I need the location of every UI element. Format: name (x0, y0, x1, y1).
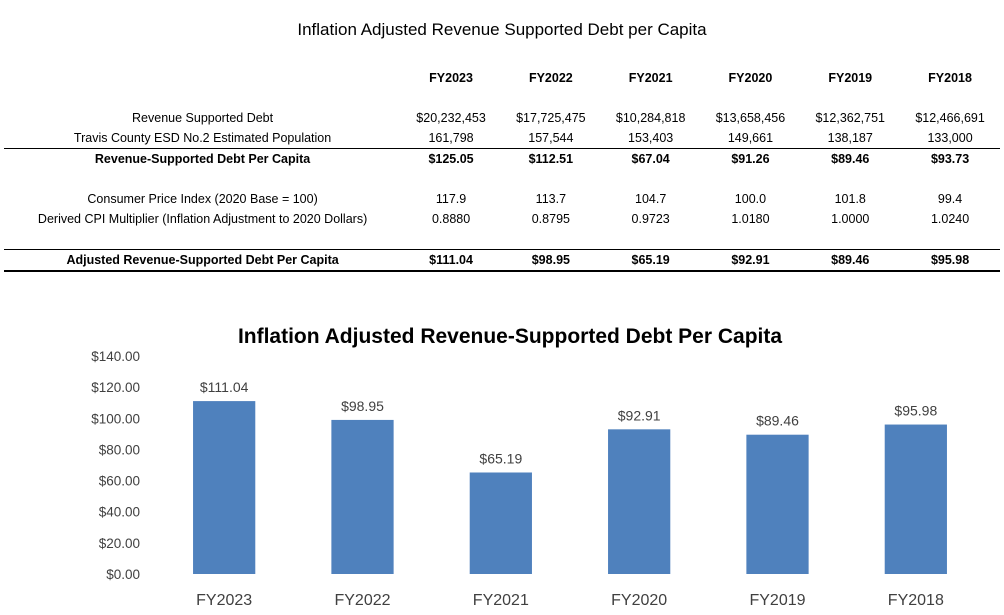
cell: $89.46 (800, 249, 901, 272)
cell: $10,284,818 (615, 111, 686, 125)
cell: $67.04 (631, 152, 670, 166)
cell: $65.19 (600, 249, 701, 272)
y-axis-labels: $0.00 $20.00 $40.00 $60.00 $80.00 $100.00 $120… (91, 349, 140, 582)
x-axis-labels: FY2023 FY2022 FY2021 FY2020 FY2019 FY2018 (196, 592, 944, 609)
cell: 101.8 (834, 192, 866, 206)
row-label: Derived CPI Multiplier (Inflation Adjust… (37, 212, 368, 226)
bars (193, 401, 947, 574)
cell: 1.0000 (831, 212, 870, 226)
table-row: Consumer Price Index (2020 Base = 100) 1… (4, 189, 1000, 209)
x-tick-label: FY2021 (473, 592, 529, 609)
cell: $17,725,475 (516, 111, 586, 125)
cell: 149,661 (700, 128, 801, 149)
cell: $20,232,453 (416, 111, 486, 125)
cell: $93.73 (930, 152, 970, 166)
data-label: $98.95 (341, 398, 384, 414)
cell: $125.05 (428, 152, 474, 166)
cell: $95.98 (900, 249, 1000, 272)
cell: 138,187 (800, 128, 901, 149)
bar (331, 419, 394, 574)
y-tick-label: $20.00 (99, 536, 140, 551)
cell: $13,658,456 (715, 111, 786, 125)
row-label: Revenue Supported Debt (132, 111, 274, 125)
x-tick-label: FY2022 (334, 592, 390, 609)
y-tick-label: $140.00 (91, 349, 140, 364)
data-table: FY2023 FY2022 FY2021 FY2020 FY2019 FY201… (4, 68, 1000, 272)
cell: $12,466,691 (915, 111, 985, 125)
row-label: Revenue-Supported Debt Per Capita (94, 152, 311, 166)
table-row: Revenue-Supported Debt Per Capita $125.0… (4, 149, 1000, 170)
column-header: FY2022 (528, 71, 573, 85)
table-header-row: FY2023 FY2022 FY2021 FY2020 FY2019 FY201… (4, 68, 1000, 88)
x-tick-label: FY2020 (611, 592, 667, 609)
row-label: Adjusted Revenue-Supported Debt Per Capi… (4, 249, 402, 272)
y-tick-label: $120.00 (91, 380, 140, 395)
cell: 133,000 (900, 128, 1000, 149)
data-label: $89.46 (756, 413, 799, 429)
column-header: FY2019 (828, 71, 873, 85)
cell: $12,362,751 (815, 111, 885, 125)
data-label: $65.19 (479, 450, 522, 466)
cell: $91.26 (731, 152, 770, 166)
spacer-row (4, 229, 1000, 250)
row-label: Travis County ESD No.2 Estimated Populat… (4, 128, 402, 149)
row-label: Consumer Price Index (2020 Base = 100) (87, 192, 318, 206)
table-row: Travis County ESD No.2 Estimated Populat… (4, 128, 1000, 149)
cell: 1.0180 (731, 212, 770, 226)
page-title: Inflation Adjusted Revenue Supported Deb… (297, 20, 707, 39)
bar (746, 434, 809, 574)
cell: 99.4 (937, 192, 963, 206)
column-header: FY2021 (628, 71, 673, 85)
bar (608, 429, 671, 574)
cell: 113.7 (535, 192, 567, 206)
bar (193, 401, 256, 574)
cell: 157,544 (500, 128, 601, 149)
cell: $112.51 (528, 152, 574, 166)
cell: 0.8795 (531, 212, 570, 226)
cell: 153,403 (600, 128, 701, 149)
cell: 100.0 (734, 192, 767, 206)
cell: 117.9 (435, 192, 467, 206)
data-label: $111.04 (200, 379, 249, 395)
table-row: Derived CPI Multiplier (Inflation Adjust… (4, 209, 1000, 229)
y-tick-label: $80.00 (99, 442, 140, 457)
x-tick-label: FY2023 (196, 592, 252, 609)
column-header: FY2023 (429, 71, 473, 85)
cell: $92.91 (700, 249, 801, 272)
table-row: Adjusted Revenue-Supported Debt Per Capi… (4, 249, 1000, 272)
y-tick-label: $0.00 (106, 567, 140, 582)
y-tick-label: $40.00 (99, 505, 140, 520)
y-tick-label: $60.00 (99, 474, 140, 489)
cell: 1.0240 (930, 212, 970, 226)
data-label: $95.98 (894, 403, 937, 419)
chart-title: Inflation Adjusted Revenue-Supported Deb… (238, 325, 782, 348)
cell: 161,798 (401, 128, 501, 149)
x-tick-label: FY2018 (888, 592, 944, 609)
x-tick-label: FY2019 (749, 592, 805, 609)
cell: 0.9723 (631, 212, 670, 226)
cell: $98.95 (500, 249, 601, 272)
table-row: Revenue Supported Debt $20,232,453 $17,7… (4, 108, 1000, 128)
column-header: FY2020 (728, 71, 773, 85)
bar (884, 424, 947, 574)
y-tick-label: $100.00 (91, 411, 140, 426)
cell: 104.7 (635, 192, 667, 206)
cell: $111.04 (401, 249, 501, 272)
bar (469, 472, 532, 574)
data-label: $92.91 (618, 407, 661, 423)
cell: $89.46 (831, 152, 870, 166)
cell: 0.8880 (431, 212, 471, 226)
data-labels: $111.04 $98.95 $65.19 $92.91 $89.46 $95.98 (200, 379, 938, 466)
column-header: FY2018 (928, 71, 972, 85)
